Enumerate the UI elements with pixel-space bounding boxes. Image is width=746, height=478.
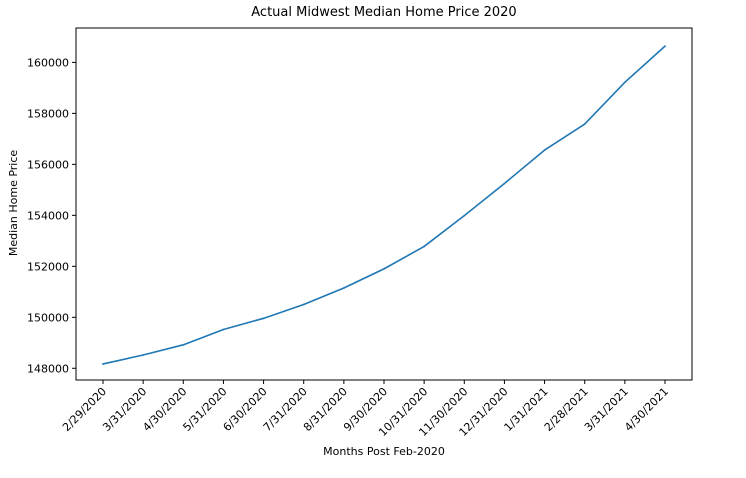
data-point bbox=[623, 81, 626, 84]
x-axis: 2/29/20203/31/20204/30/20205/31/20206/30… bbox=[60, 380, 671, 439]
data-point bbox=[583, 123, 586, 125]
data-point bbox=[342, 287, 345, 289]
y-tick-label: 160000 bbox=[27, 56, 69, 69]
y-tick-label: 154000 bbox=[27, 209, 69, 222]
x-tick-label: 4/30/2021 bbox=[622, 385, 671, 434]
data-point bbox=[182, 343, 185, 346]
y-tick-label: 150000 bbox=[27, 311, 69, 324]
series-layer bbox=[102, 45, 666, 365]
plot-area-frame bbox=[75, 27, 693, 381]
data-point bbox=[664, 45, 666, 47]
x-axis-label: Months Post Feb-2020 bbox=[323, 445, 445, 458]
data-point bbox=[423, 245, 426, 248]
data-point bbox=[142, 354, 145, 356]
chart-title: Actual Midwest Median Home Price 2020 bbox=[251, 5, 516, 20]
data-point bbox=[383, 267, 385, 270]
y-tick-label: 156000 bbox=[27, 158, 69, 171]
data-point bbox=[302, 303, 305, 306]
y-tick-label: 158000 bbox=[27, 107, 69, 120]
data-point bbox=[543, 149, 546, 151]
y-tick-label: 152000 bbox=[27, 260, 69, 273]
y-axis: 148000 150000 152000 154000 156000 158000 1600… bbox=[27, 56, 76, 375]
y-tick-label: 148000 bbox=[27, 362, 69, 375]
data-point bbox=[503, 182, 506, 185]
data-point bbox=[102, 363, 104, 365]
data-point bbox=[262, 317, 265, 320]
data-point bbox=[463, 214, 466, 217]
data-point bbox=[222, 328, 225, 331]
y-axis-label: Median Home Price bbox=[7, 150, 20, 257]
series-line bbox=[102, 45, 666, 365]
